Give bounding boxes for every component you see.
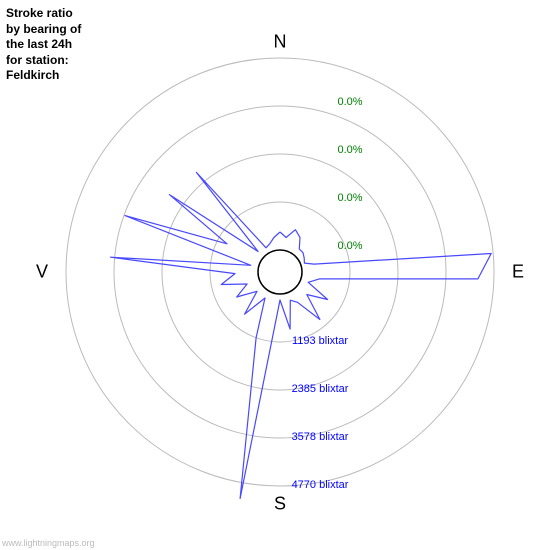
cardinal-v: V xyxy=(36,262,48,283)
cardinal-n: N xyxy=(274,32,287,53)
ring-label: 2385 blixtar xyxy=(292,383,349,395)
pct-label: 0.0% xyxy=(337,192,362,204)
cardinal-e: E xyxy=(512,262,524,283)
pct-label: 0.0% xyxy=(337,96,362,108)
pct-label: 0.0% xyxy=(337,240,362,252)
center-circle xyxy=(258,250,302,294)
pct-label: 0.0% xyxy=(337,144,362,156)
ring-label: 1193 blixtar xyxy=(292,335,348,347)
polar-chart xyxy=(0,0,550,550)
cardinal-s: S xyxy=(274,494,286,515)
ring-label: 4770 blixtar xyxy=(292,479,349,491)
ring-label: 3578 blixtar xyxy=(292,431,349,443)
attribution: www.lightningmaps.org xyxy=(2,538,95,548)
